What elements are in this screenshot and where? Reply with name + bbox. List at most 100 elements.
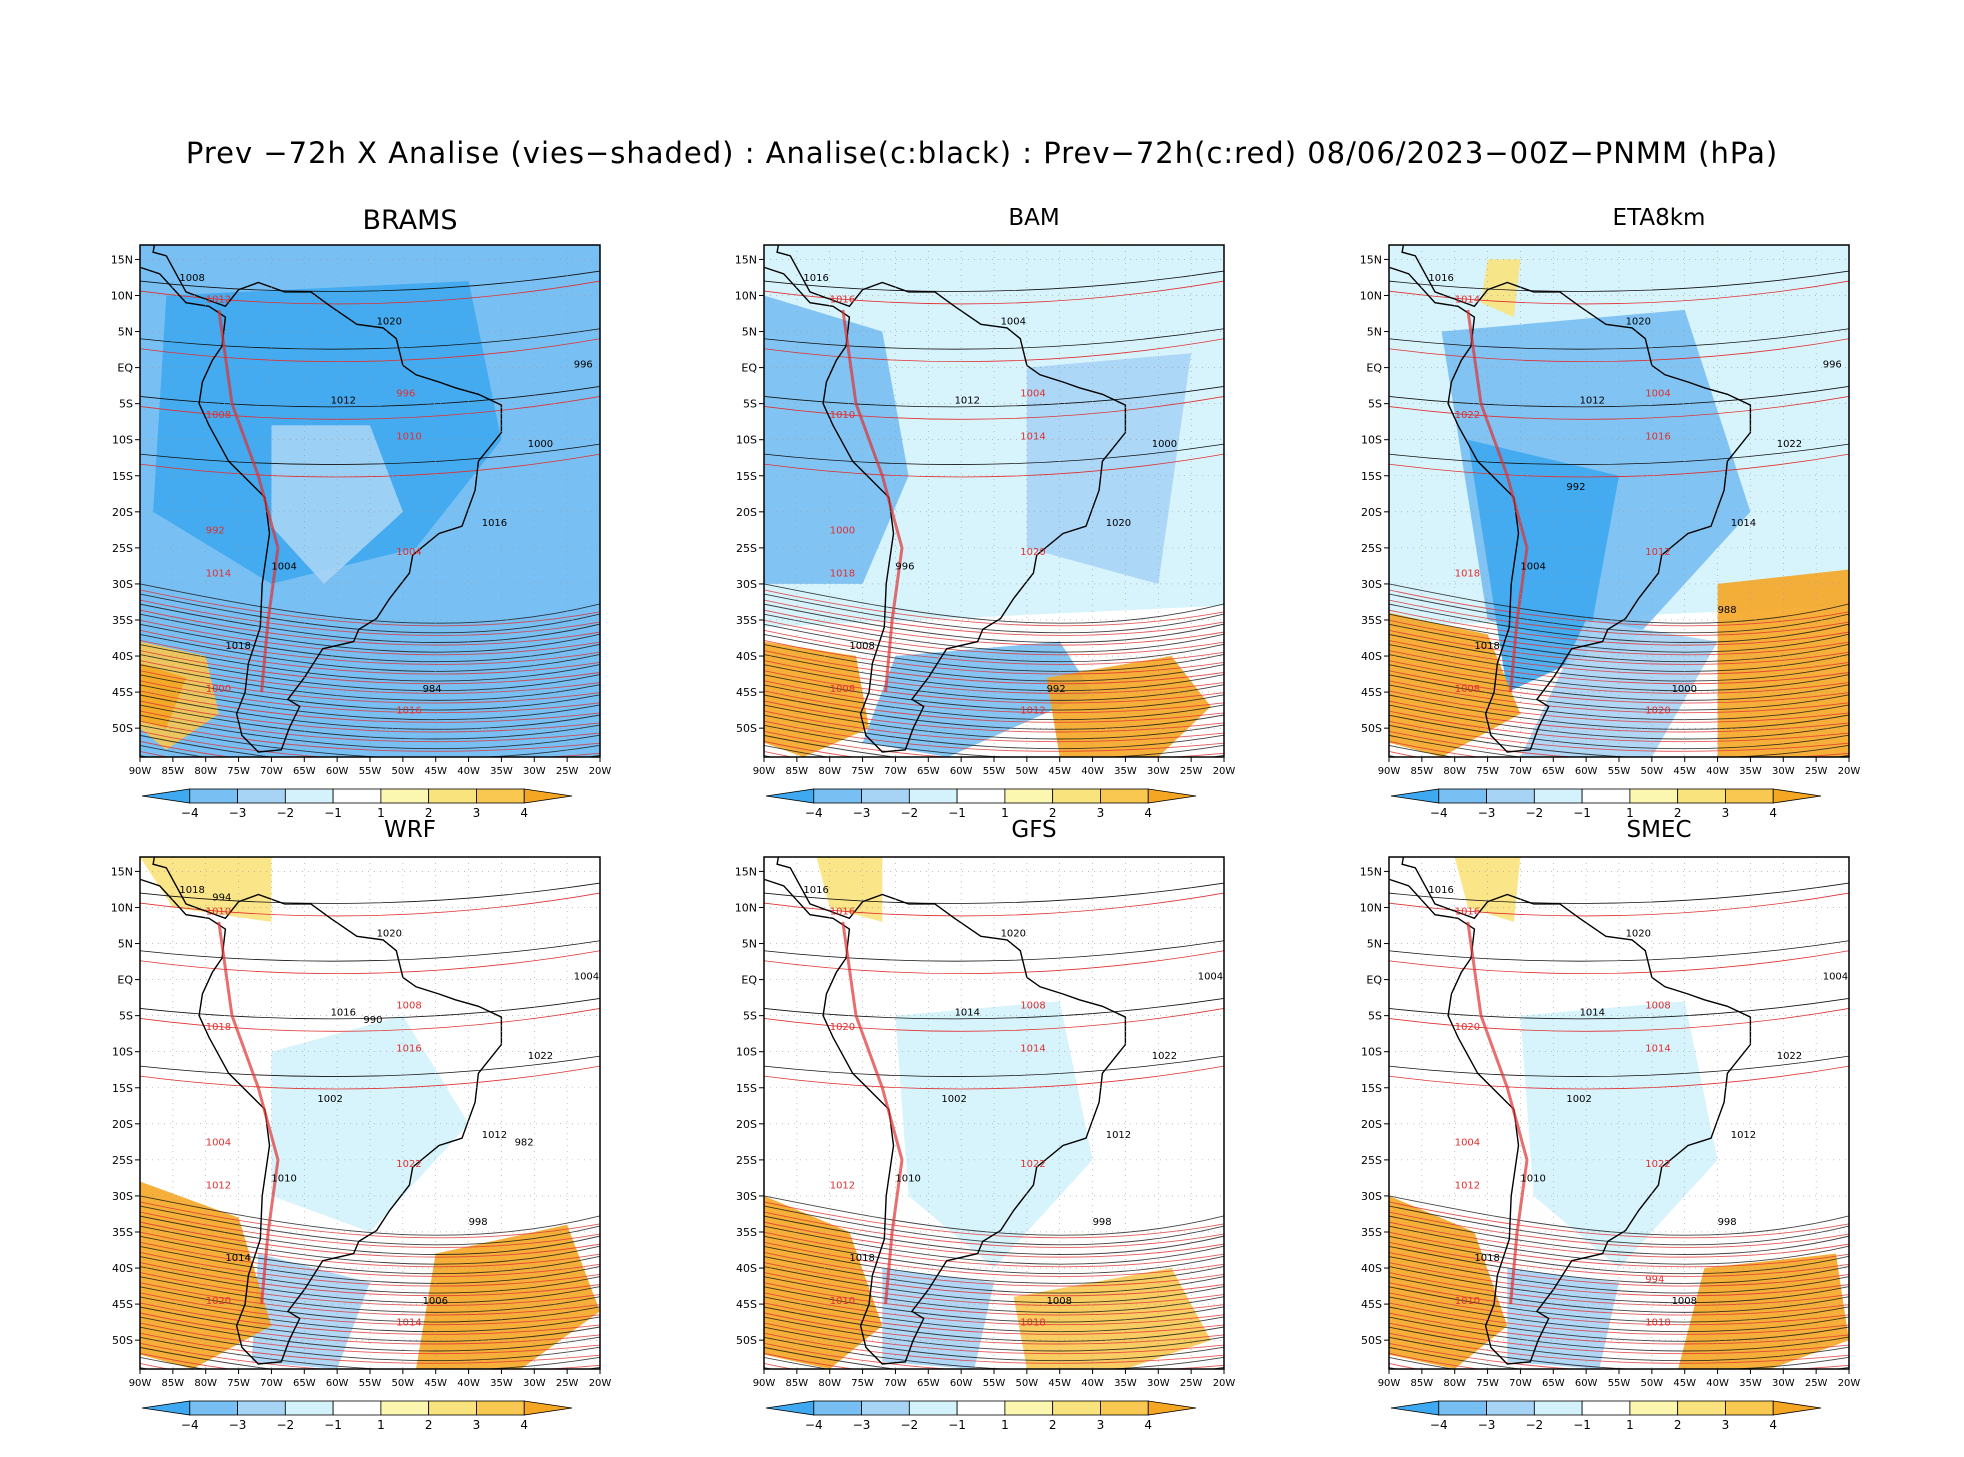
isobar-label-red: 1008 [396, 1000, 421, 1011]
black-isobar [140, 613, 600, 653]
black-isobar [140, 328, 600, 350]
lat-label: 25S [1361, 1154, 1382, 1167]
map-plot: 1016 1012 1014 1018 1020 1022 1004 1000 996 992 98… [1360, 244, 1860, 777]
black-isobar [140, 1306, 600, 1342]
colorbar-segment [956, 788, 1006, 804]
isobar-label-black: 1020 [1626, 928, 1651, 939]
bias-region [1389, 1195, 1508, 1369]
colorbar-label: 3 [473, 806, 481, 820]
black-isobar [764, 940, 1224, 962]
isobar-label-black: 1010 [271, 1174, 296, 1185]
lat-label: 30S [1361, 1190, 1382, 1203]
lat-label: 50S [1361, 1334, 1382, 1347]
isobar-label-red: 1012 [1020, 706, 1045, 717]
red-isobar [1389, 1231, 1849, 1268]
bias-region [895, 1001, 1093, 1268]
lon-label: 55W [983, 766, 1006, 777]
black-isobar [764, 654, 1224, 692]
isobar-label-black: 1018 [849, 1253, 874, 1264]
isobar-label-red: 1014 [1020, 1044, 1045, 1055]
bias-region [764, 1195, 883, 1369]
red-isobar [140, 1201, 600, 1239]
bias-region [882, 1268, 994, 1369]
colorbar-segment [332, 1400, 382, 1416]
panel-title: ETA8km [1612, 205, 1706, 231]
lon-label: 35W [490, 1378, 513, 1389]
red-isobar [1389, 700, 1849, 733]
isobar-label-red: 1004 [206, 1137, 231, 1148]
black-isobar [764, 633, 1224, 672]
black-isobar [764, 882, 1224, 904]
colorbar-segment [861, 788, 910, 804]
isobar-label-black: 1010 [895, 1174, 920, 1185]
isobar-label-black: 998 [469, 1217, 488, 1228]
colorbar-segment [141, 1400, 191, 1416]
red-isobar [140, 1272, 600, 1306]
red-isobar [140, 730, 600, 757]
isobar-label-black: 1004 [574, 972, 599, 983]
isobar-label-black: 1010 [1520, 1174, 1545, 1185]
continent-outline [764, 245, 1127, 753]
isobar-label-black: 1004 [271, 562, 296, 573]
lat-label: 10S [736, 1046, 757, 1059]
black-isobar [1389, 694, 1849, 730]
lat-label: 50S [112, 722, 133, 735]
lon-label: 60W [326, 766, 349, 777]
lat-label: 35S [112, 614, 133, 627]
colorbar-segment [1052, 788, 1101, 804]
lat-label: 20S [1361, 1118, 1382, 1131]
black-isobar [1389, 1346, 1849, 1369]
colorbar-label: −2 [276, 1418, 294, 1432]
red-isobar [1389, 710, 1849, 743]
black-isobar [1389, 443, 1849, 465]
colorbar-segment [237, 788, 286, 804]
black-isobar [1389, 674, 1849, 711]
colorbar-segment [956, 1400, 1006, 1416]
red-isobar [1389, 690, 1849, 723]
red-isobar [140, 650, 600, 685]
red-isobar [140, 619, 600, 656]
lon-label: 55W [359, 1378, 382, 1389]
isobar-label-red: 1014 [206, 569, 231, 580]
lon-label: 90W [1378, 1378, 1401, 1389]
red-isobar [764, 396, 1224, 420]
isobar-label-red: 1010 [396, 432, 421, 443]
colorbar: −4 −3 −2 −1 1 2 3 4 [765, 788, 1197, 820]
isobar-label-black: 1016 [482, 518, 507, 529]
bias-region [271, 425, 403, 584]
lon-label: 70W [260, 1378, 283, 1389]
red-isobar [764, 670, 1224, 704]
isobar-label-red: 1010 [830, 1296, 855, 1307]
black-isobar [1389, 1205, 1849, 1246]
red-isobar [140, 599, 600, 636]
black-isobar [764, 328, 1224, 350]
isobar-label-black: 1012 [482, 1130, 507, 1141]
isobar-label-black: 1016 [1428, 885, 1453, 896]
lon-label: 80W [194, 1378, 217, 1389]
lon-label: 30W [1772, 1378, 1795, 1389]
lat-label: 5S [743, 398, 757, 411]
lon-label: 65W [917, 1378, 940, 1389]
black-isobar [1389, 704, 1849, 740]
isobar-label-black: 1022 [1152, 1051, 1177, 1062]
lon-label: 80W [1443, 1378, 1466, 1389]
red-isobar [764, 1251, 1224, 1287]
bias-shading: 1018 1016 1012 1014 1020 1022 1010 1006 1004 1002… [140, 857, 600, 1369]
lat-label: 15S [112, 1082, 133, 1095]
isobar-label-red: 1016 [1455, 907, 1480, 918]
colorbar-segment [428, 788, 477, 804]
isobar-label-black: 1020 [377, 316, 402, 327]
colorbar-segment [428, 1400, 477, 1416]
isobar-label-black: 1004 [1198, 972, 1223, 983]
red-isobar [1389, 1251, 1849, 1287]
lat-label: 40S [1361, 650, 1382, 663]
lat-label: 40S [736, 1262, 757, 1275]
isobar-label-red: 1018 [1020, 1318, 1045, 1329]
isobar-label-black: 1016 [803, 885, 828, 896]
lat-label: 15S [736, 1082, 757, 1095]
continent-outline [140, 857, 503, 1365]
black-isobar [1389, 386, 1849, 408]
lat-label: 15N [1360, 253, 1382, 266]
isobar-label-black: 994 [212, 892, 231, 903]
colorbar-label: −3 [229, 1418, 247, 1432]
